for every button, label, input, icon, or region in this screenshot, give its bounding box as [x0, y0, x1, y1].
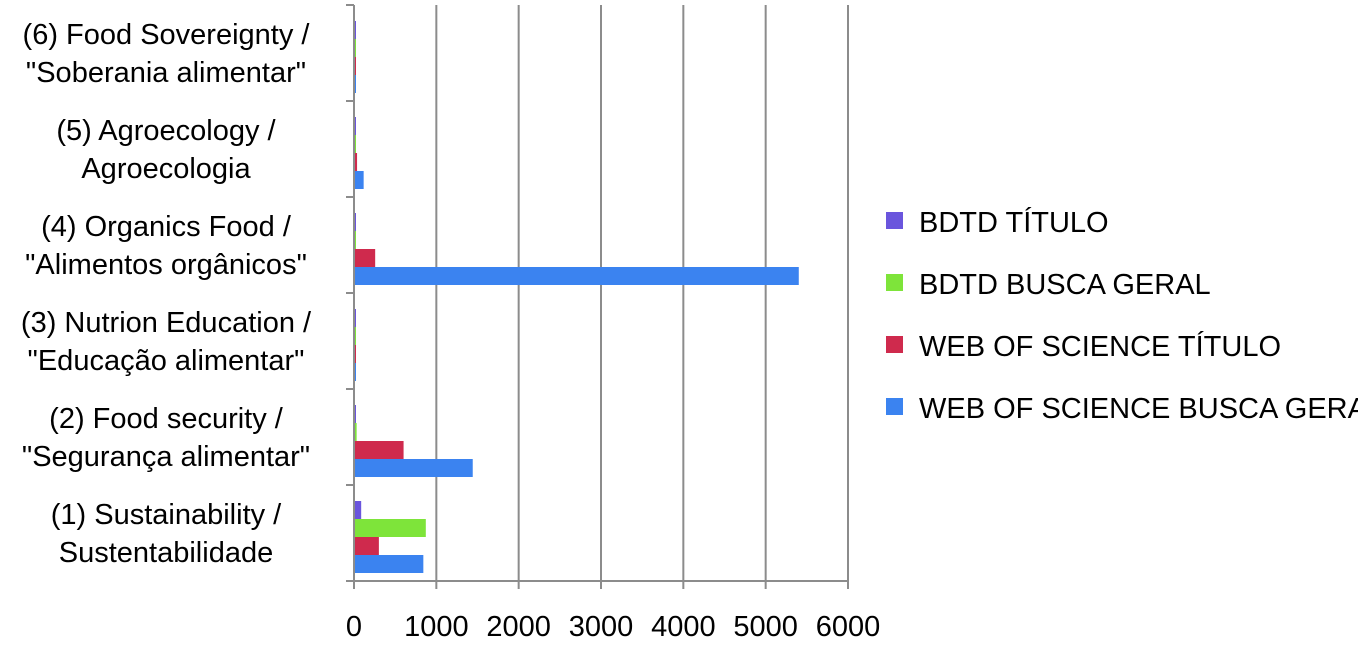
category-label: Sustentabilidade	[59, 537, 273, 569]
category-label: "Educação alimentar"	[28, 345, 305, 377]
x-tick-label: 5000	[733, 611, 798, 643]
category-label: (2) Food security /	[49, 403, 284, 435]
legend: BDTD TÍTULO BDTD BUSCA GERAL WEB OF SCIENC…	[886, 206, 1358, 425]
category-label: "Soberania alimentar"	[26, 57, 306, 89]
bar	[355, 21, 356, 39]
bar	[355, 75, 356, 93]
bar	[355, 57, 356, 75]
bar	[355, 135, 356, 153]
legend-swatch	[886, 336, 903, 353]
x-tick-label: 6000	[816, 611, 881, 643]
category-label: Agroecologia	[81, 153, 251, 185]
bar	[355, 267, 799, 285]
bar	[355, 153, 358, 171]
bar	[355, 327, 356, 345]
x-tick-label: 1000	[404, 611, 469, 643]
x-tick-label: 3000	[569, 611, 634, 643]
gridlines	[435, 5, 849, 581]
bar	[355, 171, 364, 189]
bar	[355, 213, 356, 231]
legend-label: BDTD TÍTULO	[919, 206, 1109, 239]
bar	[355, 423, 357, 441]
legend-swatch	[886, 274, 903, 291]
legend-swatch	[886, 212, 903, 229]
legend-label: WEB OF SCIENCE BUSCA GERAL	[919, 393, 1358, 425]
bar	[355, 555, 424, 573]
x-tick-label: 2000	[486, 611, 551, 643]
category-label: (4) Organics Food /	[41, 211, 292, 243]
legend-swatch	[886, 398, 903, 415]
bar	[355, 405, 356, 423]
bar	[355, 501, 362, 519]
axes	[346, 4, 849, 589]
category-label: (5) Agroecology /	[56, 115, 276, 147]
bars	[355, 21, 799, 573]
category-label: "Segurança alimentar"	[22, 441, 310, 473]
bar	[355, 39, 356, 57]
category-labels: (1) Sustainability / Sustentabilidade (2) …	[21, 19, 312, 569]
category-label: (6) Food Sovereignty /	[23, 19, 311, 51]
bar	[355, 519, 426, 537]
bar	[355, 309, 356, 327]
category-label: "Alimentos orgânicos"	[25, 249, 307, 281]
bar	[355, 231, 356, 249]
bar	[355, 249, 376, 267]
bar	[355, 363, 356, 381]
bar	[355, 345, 356, 363]
bar	[355, 537, 379, 555]
x-tick-label: 4000	[651, 611, 716, 643]
category-label: (3) Nutrion Education /	[21, 307, 312, 339]
legend-label: BDTD BUSCA GERAL	[919, 269, 1211, 301]
bar	[355, 441, 404, 459]
category-label: (1) Sustainability /	[51, 499, 282, 531]
legend-label: WEB OF SCIENCE TÍTULO	[919, 330, 1281, 363]
x-tick-label: 0	[346, 611, 362, 643]
x-tick-labels: 0 1000 2000 3000 4000 5000 6000	[346, 611, 880, 643]
bar	[355, 117, 356, 135]
bar	[355, 459, 473, 477]
